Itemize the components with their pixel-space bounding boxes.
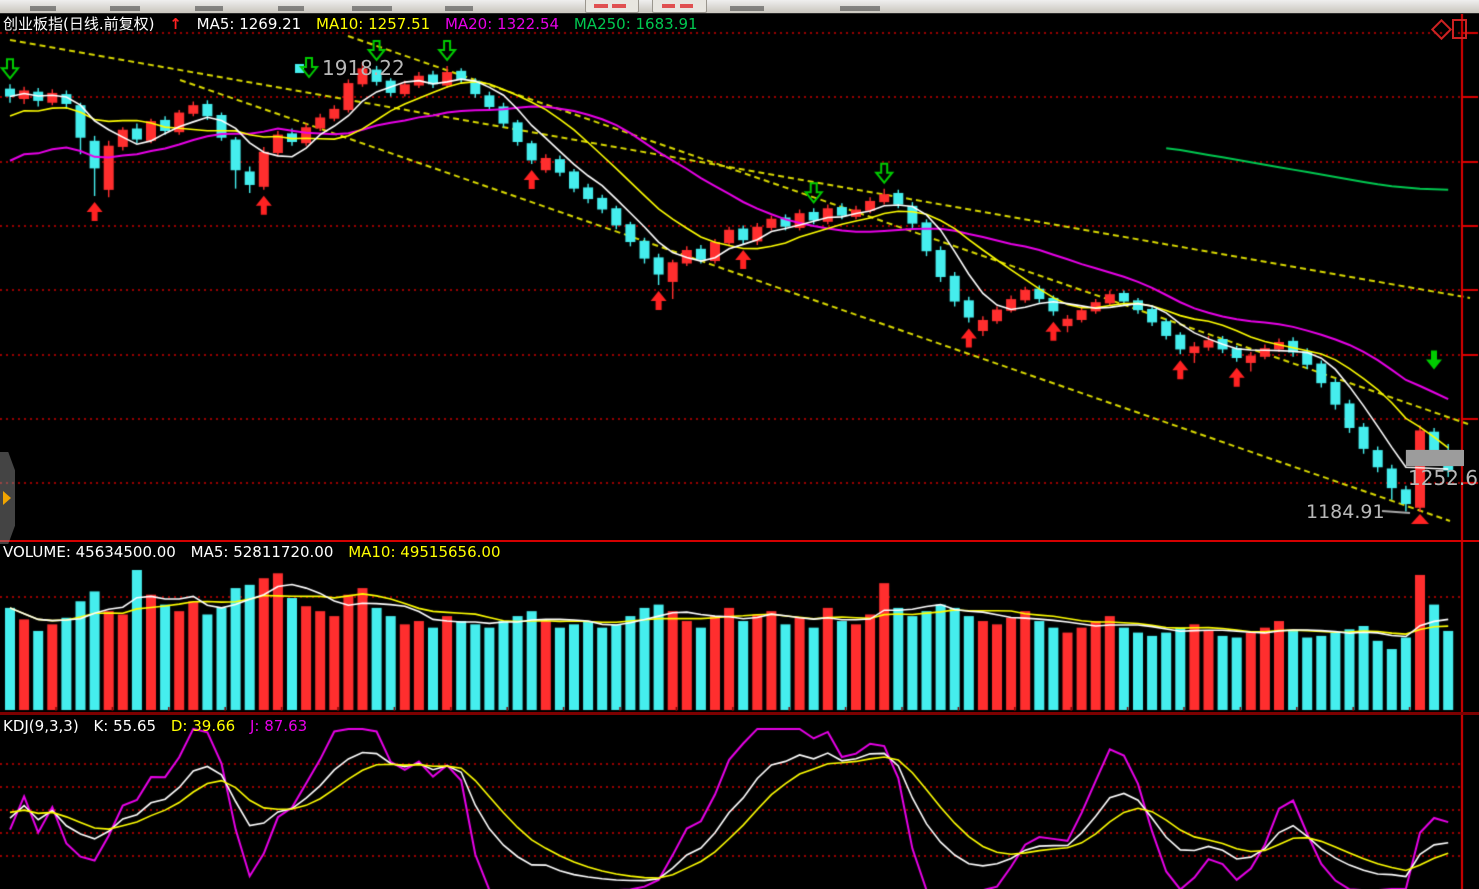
kdj-label: KDJ(9,3,3) xyxy=(3,717,79,735)
expand-arrow-icon xyxy=(3,491,11,505)
menu-item-fragment[interactable] xyxy=(195,6,223,11)
volume-chart-canvas[interactable] xyxy=(0,542,1479,712)
volume-ma5-value: MA5: 52811720.00 xyxy=(190,543,334,561)
menu-item-fragment[interactable] xyxy=(352,6,392,11)
main-chart-header: 创业板指(日线.前复权) ↑ MA5: 1269.21 MA10: 1257.5… xyxy=(3,15,708,33)
symbol-title: 创业板指(日线.前复权) xyxy=(3,15,155,33)
candlestick-chart-canvas[interactable] xyxy=(0,14,1479,540)
menu-item-fragment[interactable] xyxy=(278,6,304,11)
kdj-header: KDJ(9,3,3) K: 55.65 D: 39.66 J: 87.63 xyxy=(3,717,317,735)
ma250-value: MA250: 1683.91 xyxy=(573,15,698,33)
kdj-d-value: D: 39.66 xyxy=(170,717,236,735)
toolbar-button[interactable] xyxy=(585,0,639,13)
last-price-tagbar xyxy=(1406,450,1464,466)
volume-header: VOLUME: 45634500.00 MA5: 52811720.00 MA1… xyxy=(3,543,511,561)
trend-up-arrow-icon: ↑ xyxy=(169,15,182,33)
panel-divider xyxy=(0,712,1479,715)
ma5-value: MA5: 1269.21 xyxy=(196,15,302,33)
ma10-value: MA10: 1257.51 xyxy=(316,15,431,33)
menu-item-fragment[interactable] xyxy=(730,6,764,11)
ma20-value: MA20: 1322.54 xyxy=(444,15,560,33)
low-price-label: 1184.91 xyxy=(1306,501,1385,523)
kdj-chart-canvas[interactable] xyxy=(0,715,1479,889)
toolbar-button[interactable] xyxy=(652,0,707,13)
kdj-k-value: K: 55.65 xyxy=(93,717,157,735)
last-price-label: 1252.6 xyxy=(1408,466,1478,490)
panel-divider xyxy=(0,540,1479,542)
window-tool-icon[interactable] xyxy=(1452,19,1467,39)
top-menubar[interactable] xyxy=(0,0,1479,14)
volume-value: VOLUME: 45634500.00 xyxy=(3,543,176,561)
menu-item-fragment[interactable] xyxy=(445,6,473,11)
menu-item-fragment[interactable] xyxy=(110,6,140,11)
menu-item-fragment[interactable] xyxy=(840,6,880,11)
menu-item-fragment[interactable] xyxy=(30,6,56,11)
kdj-j-value: J: 87.63 xyxy=(249,717,308,735)
sidebar-expand-tab[interactable] xyxy=(0,452,15,544)
high-price-label: 1918.22 xyxy=(322,56,405,80)
volume-ma10-value: MA10: 49515656.00 xyxy=(348,543,501,561)
